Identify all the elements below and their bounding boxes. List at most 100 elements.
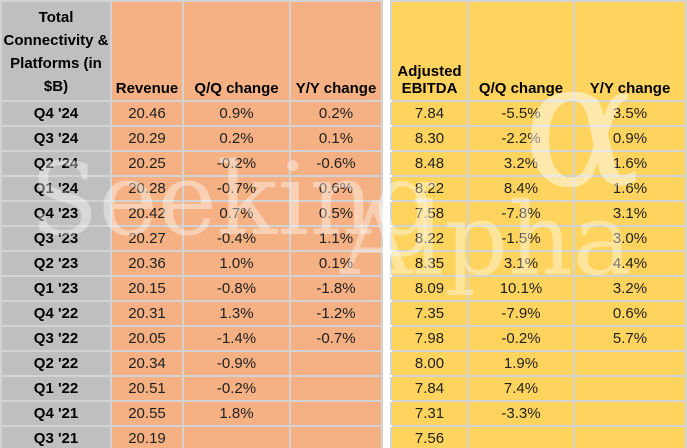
revenue-qq-cell: 0.9% bbox=[182, 100, 291, 127]
revenue-cell: 20.55 bbox=[110, 400, 184, 427]
ebitda-cell: 7.84 bbox=[390, 375, 469, 402]
ebitda-qq-cell: -7.8% bbox=[467, 200, 575, 227]
table-row: Q4 '22 20.31 1.3% -1.2% 7.35 -7.9% 0.6% bbox=[0, 300, 687, 327]
column-spacer bbox=[381, 0, 392, 102]
revenue-qq-cell: -0.2% bbox=[182, 150, 291, 177]
row-label-quarter: Q3 '22 bbox=[0, 325, 112, 352]
column-spacer bbox=[381, 125, 392, 152]
table-row: Q4 '21 20.55 1.8% 7.31 -3.3% bbox=[0, 400, 687, 427]
ebitda-yy-cell: 0.6% bbox=[573, 300, 687, 327]
row-label-quarter: Q4 '21 bbox=[0, 400, 112, 427]
revenue-qq-cell bbox=[182, 425, 291, 448]
revenue-cell: 20.27 bbox=[110, 225, 184, 252]
ebitda-cell: 8.35 bbox=[390, 250, 469, 277]
revenue-yy-cell bbox=[289, 400, 383, 427]
column-spacer bbox=[381, 325, 392, 352]
col-header-adjusted-ebitda: Adjusted EBITDA bbox=[390, 0, 469, 102]
revenue-qq-cell: -0.4% bbox=[182, 225, 291, 252]
row-label-quarter: Q4 '23 bbox=[0, 200, 112, 227]
table-row: Q4 '24 20.46 0.9% 0.2% 7.84 -5.5% 3.5% bbox=[0, 100, 687, 127]
column-spacer bbox=[381, 350, 392, 377]
ebitda-yy-cell: 3.5% bbox=[573, 100, 687, 127]
revenue-qq-cell: -0.2% bbox=[182, 375, 291, 402]
revenue-yy-cell: 0.1% bbox=[289, 250, 383, 277]
ebitda-qq-cell: 7.4% bbox=[467, 375, 575, 402]
ebitda-yy-cell: 1.6% bbox=[573, 175, 687, 202]
revenue-cell: 20.28 bbox=[110, 175, 184, 202]
row-label-quarter: Q1 '23 bbox=[0, 275, 112, 302]
row-label-quarter: Q1 '22 bbox=[0, 375, 112, 402]
revenue-qq-cell: 1.3% bbox=[182, 300, 291, 327]
revenue-cell: 20.25 bbox=[110, 150, 184, 177]
revenue-qq-cell: 1.8% bbox=[182, 400, 291, 427]
ebitda-cell: 7.84 bbox=[390, 100, 469, 127]
revenue-cell: 20.36 bbox=[110, 250, 184, 277]
ebitda-qq-cell: -7.9% bbox=[467, 300, 575, 327]
ebitda-yy-cell: 3.0% bbox=[573, 225, 687, 252]
col-header-revenue-qq-change: Q/Q change bbox=[182, 0, 291, 102]
ebitda-cell: 8.00 bbox=[390, 350, 469, 377]
row-label-quarter: Q4 '24 bbox=[0, 100, 112, 127]
column-spacer bbox=[381, 425, 392, 448]
ebitda-qq-cell: 10.1% bbox=[467, 275, 575, 302]
ebitda-cell: 8.48 bbox=[390, 150, 469, 177]
ebitda-yy-cell: 5.7% bbox=[573, 325, 687, 352]
revenue-cell: 20.05 bbox=[110, 325, 184, 352]
revenue-qq-cell: -0.7% bbox=[182, 175, 291, 202]
ebitda-qq-cell: 8.4% bbox=[467, 175, 575, 202]
table-row: Q2 '22 20.34 -0.9% 8.00 1.9% bbox=[0, 350, 687, 377]
revenue-yy-cell: 0.1% bbox=[289, 125, 383, 152]
row-label-quarter: Q1 '24 bbox=[0, 175, 112, 202]
revenue-qq-cell: 0.2% bbox=[182, 125, 291, 152]
revenue-qq-cell: 0.7% bbox=[182, 200, 291, 227]
col-header-revenue: Revenue bbox=[110, 0, 184, 102]
table-row: Q3 '24 20.29 0.2% 0.1% 8.30 -2.2% 0.9% bbox=[0, 125, 687, 152]
revenue-cell: 20.31 bbox=[110, 300, 184, 327]
column-spacer bbox=[381, 175, 392, 202]
ebitda-yy-cell: 1.6% bbox=[573, 150, 687, 177]
revenue-cell: 20.51 bbox=[110, 375, 184, 402]
ebitda-cell: 8.22 bbox=[390, 175, 469, 202]
column-spacer bbox=[381, 250, 392, 277]
revenue-cell: 20.29 bbox=[110, 125, 184, 152]
column-spacer bbox=[381, 225, 392, 252]
ebitda-cell: 7.58 bbox=[390, 200, 469, 227]
table-title: Total Connectivity & Platforms (in $B) bbox=[0, 0, 112, 102]
table-row: Q1 '23 20.15 -0.8% -1.8% 8.09 10.1% 3.2% bbox=[0, 275, 687, 302]
column-spacer bbox=[381, 150, 392, 177]
revenue-yy-cell bbox=[289, 425, 383, 448]
ebitda-cell: 8.22 bbox=[390, 225, 469, 252]
ebitda-qq-cell: 3.2% bbox=[467, 150, 575, 177]
table-row: Q3 '21 20.19 7.56 bbox=[0, 425, 687, 448]
col-header-ebitda-qq-change: Q/Q change bbox=[467, 0, 575, 102]
revenue-yy-cell bbox=[289, 350, 383, 377]
revenue-yy-cell: -0.6% bbox=[289, 150, 383, 177]
table-row: Q3 '22 20.05 -1.4% -0.7% 7.98 -0.2% 5.7% bbox=[0, 325, 687, 352]
revenue-qq-cell: -0.8% bbox=[182, 275, 291, 302]
col-header-revenue-yy-change: Y/Y change bbox=[289, 0, 383, 102]
column-spacer bbox=[381, 275, 392, 302]
table-row: Q1 '22 20.51 -0.2% 7.84 7.4% bbox=[0, 375, 687, 402]
column-spacer bbox=[381, 300, 392, 327]
col-header-ebitda-yy-change: Y/Y change bbox=[573, 0, 687, 102]
ebitda-qq-cell: -5.5% bbox=[467, 100, 575, 127]
ebitda-cell: 7.98 bbox=[390, 325, 469, 352]
ebitda-qq-cell: 3.1% bbox=[467, 250, 575, 277]
table-header: Total Connectivity & Platforms (in $B) R… bbox=[0, 0, 687, 102]
revenue-qq-cell: 1.0% bbox=[182, 250, 291, 277]
ebitda-yy-cell: 3.2% bbox=[573, 275, 687, 302]
row-label-quarter: Q3 '23 bbox=[0, 225, 112, 252]
revenue-cell: 20.19 bbox=[110, 425, 184, 448]
revenue-yy-cell: -1.2% bbox=[289, 300, 383, 327]
ebitda-yy-cell bbox=[573, 350, 687, 377]
revenue-qq-cell: -0.9% bbox=[182, 350, 291, 377]
ebitda-qq-cell: -0.2% bbox=[467, 325, 575, 352]
table-row: Q2 '23 20.36 1.0% 0.1% 8.35 3.1% 4.4% bbox=[0, 250, 687, 277]
row-label-quarter: Q2 '23 bbox=[0, 250, 112, 277]
revenue-yy-cell: -1.8% bbox=[289, 275, 383, 302]
revenue-yy-cell: 0.5% bbox=[289, 200, 383, 227]
column-spacer bbox=[381, 100, 392, 127]
ebitda-cell: 8.09 bbox=[390, 275, 469, 302]
ebitda-cell: 7.35 bbox=[390, 300, 469, 327]
